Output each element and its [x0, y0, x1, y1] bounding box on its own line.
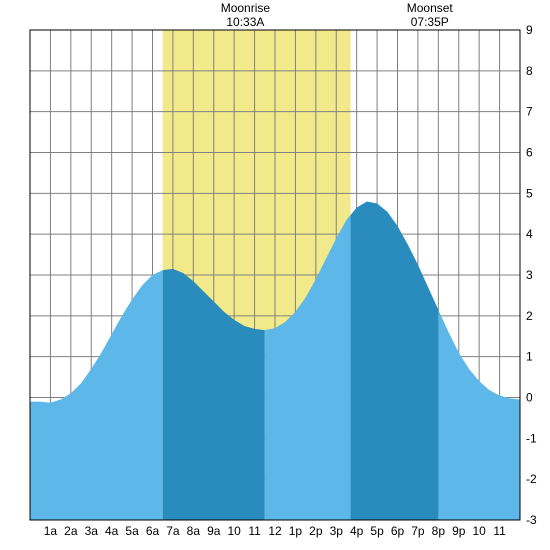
y-tick-label: 9 [526, 23, 533, 37]
x-tick-label: 2p [309, 524, 323, 538]
x-tick-label: 7a [166, 524, 180, 538]
x-tick-label: 9p [452, 524, 466, 538]
x-tick-label: 4p [350, 524, 364, 538]
x-tick-label: 6a [146, 524, 160, 538]
y-tick-label: 6 [526, 146, 533, 160]
x-tick-label: 3p [330, 524, 344, 538]
y-tick-label: 3 [526, 268, 533, 282]
x-tick-label: 1a [44, 524, 58, 538]
x-tick-label: 12 [268, 524, 282, 538]
x-tick-label: 11 [248, 524, 261, 538]
moonrise-label: Moonrise [221, 1, 271, 15]
x-tick-label: 7p [411, 524, 425, 538]
x-tick-label: 5a [125, 524, 139, 538]
y-tick-label: -1 [526, 431, 537, 445]
x-tick-label: 3a [85, 524, 99, 538]
x-tick-label: 6p [391, 524, 405, 538]
y-tick-label: 8 [526, 64, 533, 78]
y-tick-label: 5 [526, 186, 533, 200]
tide-chart: 1a2a3a4a5a6a7a8a9a1011121p2p3p4p5p6p7p8p… [0, 0, 550, 550]
moonset-label: Moonset [407, 1, 454, 15]
x-tick-label: 5p [370, 524, 384, 538]
x-tick-label: 1p [289, 524, 303, 538]
y-tick-label: 0 [526, 391, 533, 405]
x-tick-label: 8p [432, 524, 446, 538]
y-tick-label: 7 [526, 105, 533, 119]
x-tick-label: 4a [105, 524, 119, 538]
x-tick-label: 11 [493, 524, 506, 538]
x-tick-label: 2a [64, 524, 78, 538]
y-tick-label: 1 [526, 350, 533, 364]
moonrise-time: 10:33A [226, 15, 264, 29]
y-tick-label: 4 [526, 227, 533, 241]
x-tick-label: 9a [207, 524, 221, 538]
y-tick-label: 2 [526, 309, 533, 323]
x-tick-label: 10 [472, 524, 486, 538]
y-tick-label: -3 [526, 513, 537, 527]
x-tick-label: 8a [187, 524, 201, 538]
chart-svg: 1a2a3a4a5a6a7a8a9a1011121p2p3p4p5p6p7p8p… [0, 0, 550, 550]
moonset-time: 07:35P [411, 15, 449, 29]
y-tick-label: -2 [526, 472, 537, 486]
x-tick-label: 10 [227, 524, 241, 538]
